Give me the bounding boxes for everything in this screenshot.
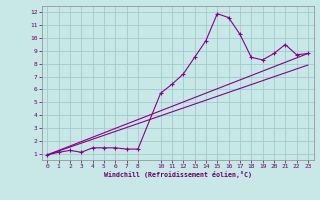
X-axis label: Windchill (Refroidissement éolien,°C): Windchill (Refroidissement éolien,°C) — [104, 171, 252, 178]
